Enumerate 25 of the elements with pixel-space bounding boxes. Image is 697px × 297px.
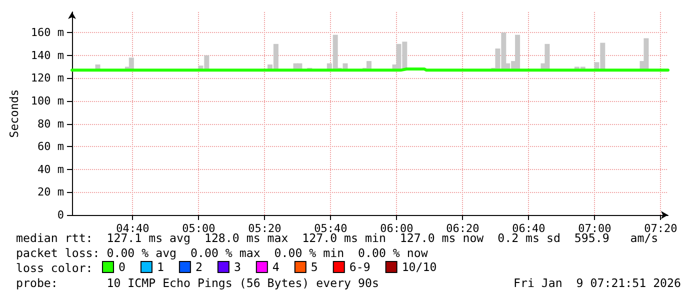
y-tick-label: 140 m [30, 48, 64, 62]
bar [644, 38, 649, 70]
legend-label: 1 [156, 260, 164, 274]
y-tick-label: 60 m [38, 140, 64, 154]
legend-label: 0 [118, 260, 126, 274]
y-tick-label: 120 m [30, 72, 64, 85]
legend-label: 2 [195, 260, 202, 274]
text: Fri Jan 9 07:21:51 2026 [513, 276, 682, 290]
legend-title: loss color: [16, 261, 93, 275]
bar [515, 34, 520, 70]
y-axis-title: Seconds [7, 89, 21, 138]
y-tick-label: 80 m [38, 117, 64, 130]
legend-label: 10/10 [402, 260, 437, 274]
text: probe: 10 ICMP Echo Pings (56 Bytes) every 90s [16, 276, 379, 290]
legend-label: 6-9 [349, 260, 370, 274]
text: packet loss: 0.00 % avg 0.00 % max 0.00 % min 0.00 % now [16, 246, 428, 260]
legend-label: 3 [234, 260, 241, 274]
y-tick-label: 40 m [38, 162, 64, 176]
y-tick-label: 20 m [38, 186, 64, 199]
bar [544, 44, 550, 70]
legend-label: 5 [310, 260, 318, 274]
y-tick-label: 0 [57, 208, 64, 222]
legend-label: 4 [272, 260, 280, 274]
y-tick-label: 160 m [30, 26, 64, 40]
y-tick-label: 100 m [30, 94, 64, 108]
